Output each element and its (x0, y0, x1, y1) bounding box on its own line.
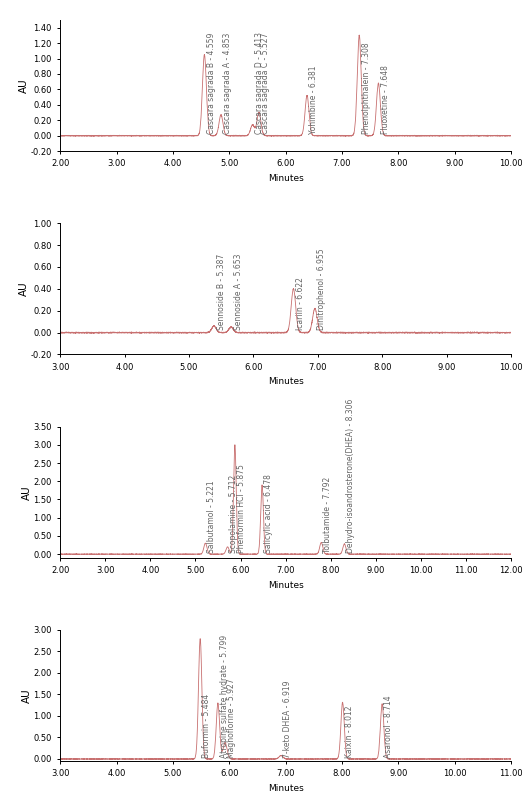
X-axis label: Minutes: Minutes (268, 377, 303, 387)
Text: Cascara sagrada B - 4.559: Cascara sagrada B - 4.559 (206, 33, 216, 134)
Y-axis label: AU: AU (19, 78, 29, 92)
Text: Salbutamol - 5.221: Salbutamol - 5.221 (207, 481, 216, 553)
Text: Magnoflorine - 5.927: Magnoflorine - 5.927 (227, 678, 236, 758)
Text: Phenformin HCl - 5.875: Phenformin HCl - 5.875 (237, 465, 246, 553)
X-axis label: Minutes: Minutes (268, 581, 303, 590)
Text: Asaronol - 8.714: Asaronol - 8.714 (385, 696, 394, 758)
Text: Sennoside B - 5.387: Sennoside B - 5.387 (216, 254, 225, 331)
Text: Tolbutamide - 7.792: Tolbutamide - 7.792 (323, 477, 332, 553)
Text: Dinitrophenol - 6.955: Dinitrophenol - 6.955 (318, 249, 326, 331)
Y-axis label: AU: AU (22, 485, 32, 500)
Text: Atropine sulfate hydrate - 5.799: Atropine sulfate hydrate - 5.799 (220, 635, 229, 758)
Text: Dehydro-isoandrosterone(DHEA) - 8.306: Dehydro-isoandrosterone(DHEA) - 8.306 (346, 399, 355, 553)
Text: Sennoside A - 5.653: Sennoside A - 5.653 (234, 254, 243, 331)
Text: Yohimbine - 6.381: Yohimbine - 6.381 (309, 65, 318, 134)
Text: Kaixin - 8.012: Kaixin - 8.012 (345, 705, 354, 758)
Text: Icariin - 6.622: Icariin - 6.622 (296, 277, 305, 331)
Y-axis label: AU: AU (19, 281, 29, 296)
Text: Scopolamine - 5.712: Scopolamine - 5.712 (230, 475, 238, 553)
Text: Fluoxetine - 7.648: Fluoxetine - 7.648 (380, 65, 390, 134)
X-axis label: Minutes: Minutes (268, 784, 303, 793)
Text: 7-keto DHEA - 6.919: 7-keto DHEA - 6.919 (283, 681, 292, 758)
Text: Salicylic acid - 6.478: Salicylic acid - 6.478 (264, 474, 273, 553)
Y-axis label: AU: AU (22, 689, 32, 703)
X-axis label: Minutes: Minutes (268, 174, 303, 183)
Text: Cascara sagrada D - 5.413: Cascara sagrada D - 5.413 (255, 32, 264, 134)
Text: Cascara sagrada A - 4.853: Cascara sagrada A - 4.853 (223, 33, 232, 134)
Text: Phenolphthalein - 7.308: Phenolphthalein - 7.308 (362, 42, 370, 134)
Text: Cascara sagrada C - 5.527: Cascara sagrada C - 5.527 (261, 33, 270, 134)
Text: Buformin - 5.484: Buformin - 5.484 (202, 694, 212, 758)
